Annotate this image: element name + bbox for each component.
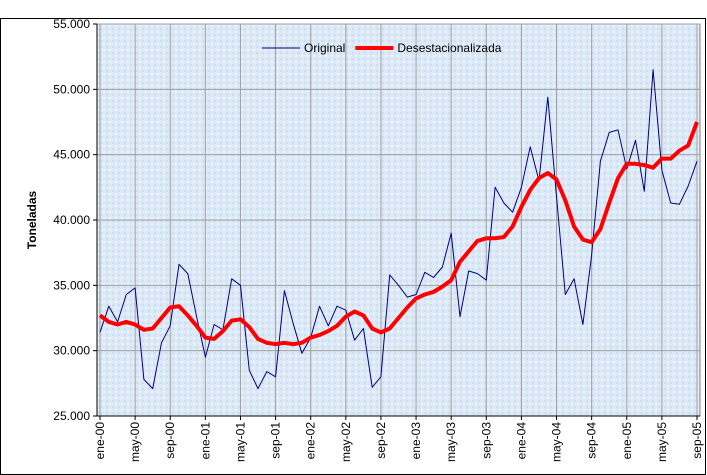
x-tick-label: may-04 — [550, 422, 564, 462]
x-tick-label: sep-00 — [163, 422, 177, 459]
x-tick-label: may-05 — [655, 422, 669, 462]
series-line — [98, 121, 699, 347]
y-tick-label: 50.000 — [53, 82, 90, 96]
x-tick-label: sep-04 — [585, 422, 599, 459]
y-tick-label: 30.000 — [53, 344, 90, 358]
x-tick-label: ene-00 — [93, 422, 107, 460]
x-tick-label: ene-04 — [514, 422, 528, 460]
x-tick-label: may-03 — [444, 422, 458, 462]
x-tick-label: ene-02 — [304, 422, 318, 460]
x-tick-label: ene-03 — [409, 422, 423, 460]
y-tick-label: 35.000 — [53, 278, 90, 292]
x-tick-label: may-02 — [339, 422, 353, 462]
x-tick-label: may-01 — [233, 422, 247, 462]
legend-label: Original — [304, 41, 345, 55]
legend-label: Desestacionalizada — [397, 41, 501, 55]
x-tick-label: sep-03 — [479, 422, 493, 459]
x-tick-label: sep-05 — [690, 422, 704, 459]
x-tick-label: ene-01 — [198, 422, 212, 460]
y-tick-label: 55.000 — [53, 17, 90, 31]
x-tick-label: sep-02 — [374, 422, 388, 459]
y-axis-label: Toneladas — [25, 190, 39, 249]
y-tick-label: 45.000 — [53, 148, 90, 162]
y-tick-label: 40.000 — [53, 213, 90, 227]
x-tick-label: sep-01 — [269, 422, 283, 459]
x-tick-label: ene-05 — [620, 422, 634, 460]
y-tick-label: 25.000 — [53, 409, 90, 423]
x-tick-label: may-00 — [128, 422, 142, 462]
